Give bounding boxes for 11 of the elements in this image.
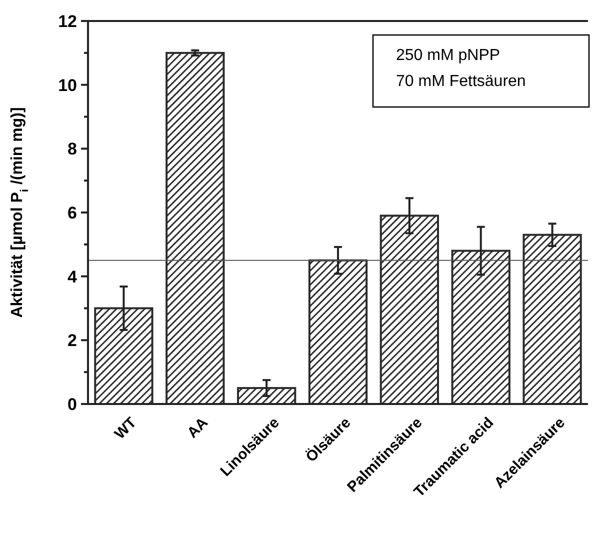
- y-tick-label: 4: [68, 267, 78, 286]
- y-tick-label: 6: [68, 203, 77, 222]
- x-tick-label: AA: [184, 414, 212, 442]
- y-tick-label: 12: [58, 12, 77, 31]
- annotation: 250 mM pNPP: [396, 47, 500, 64]
- x-tick-label: WT: [111, 414, 140, 443]
- y-tick-label: 8: [68, 140, 77, 159]
- y-tick-label: 2: [68, 331, 77, 350]
- y-tick-label: 0: [68, 394, 77, 414]
- y-tick-label: 10: [58, 76, 77, 95]
- annotation: 70 mM Fettsäuren: [396, 73, 526, 90]
